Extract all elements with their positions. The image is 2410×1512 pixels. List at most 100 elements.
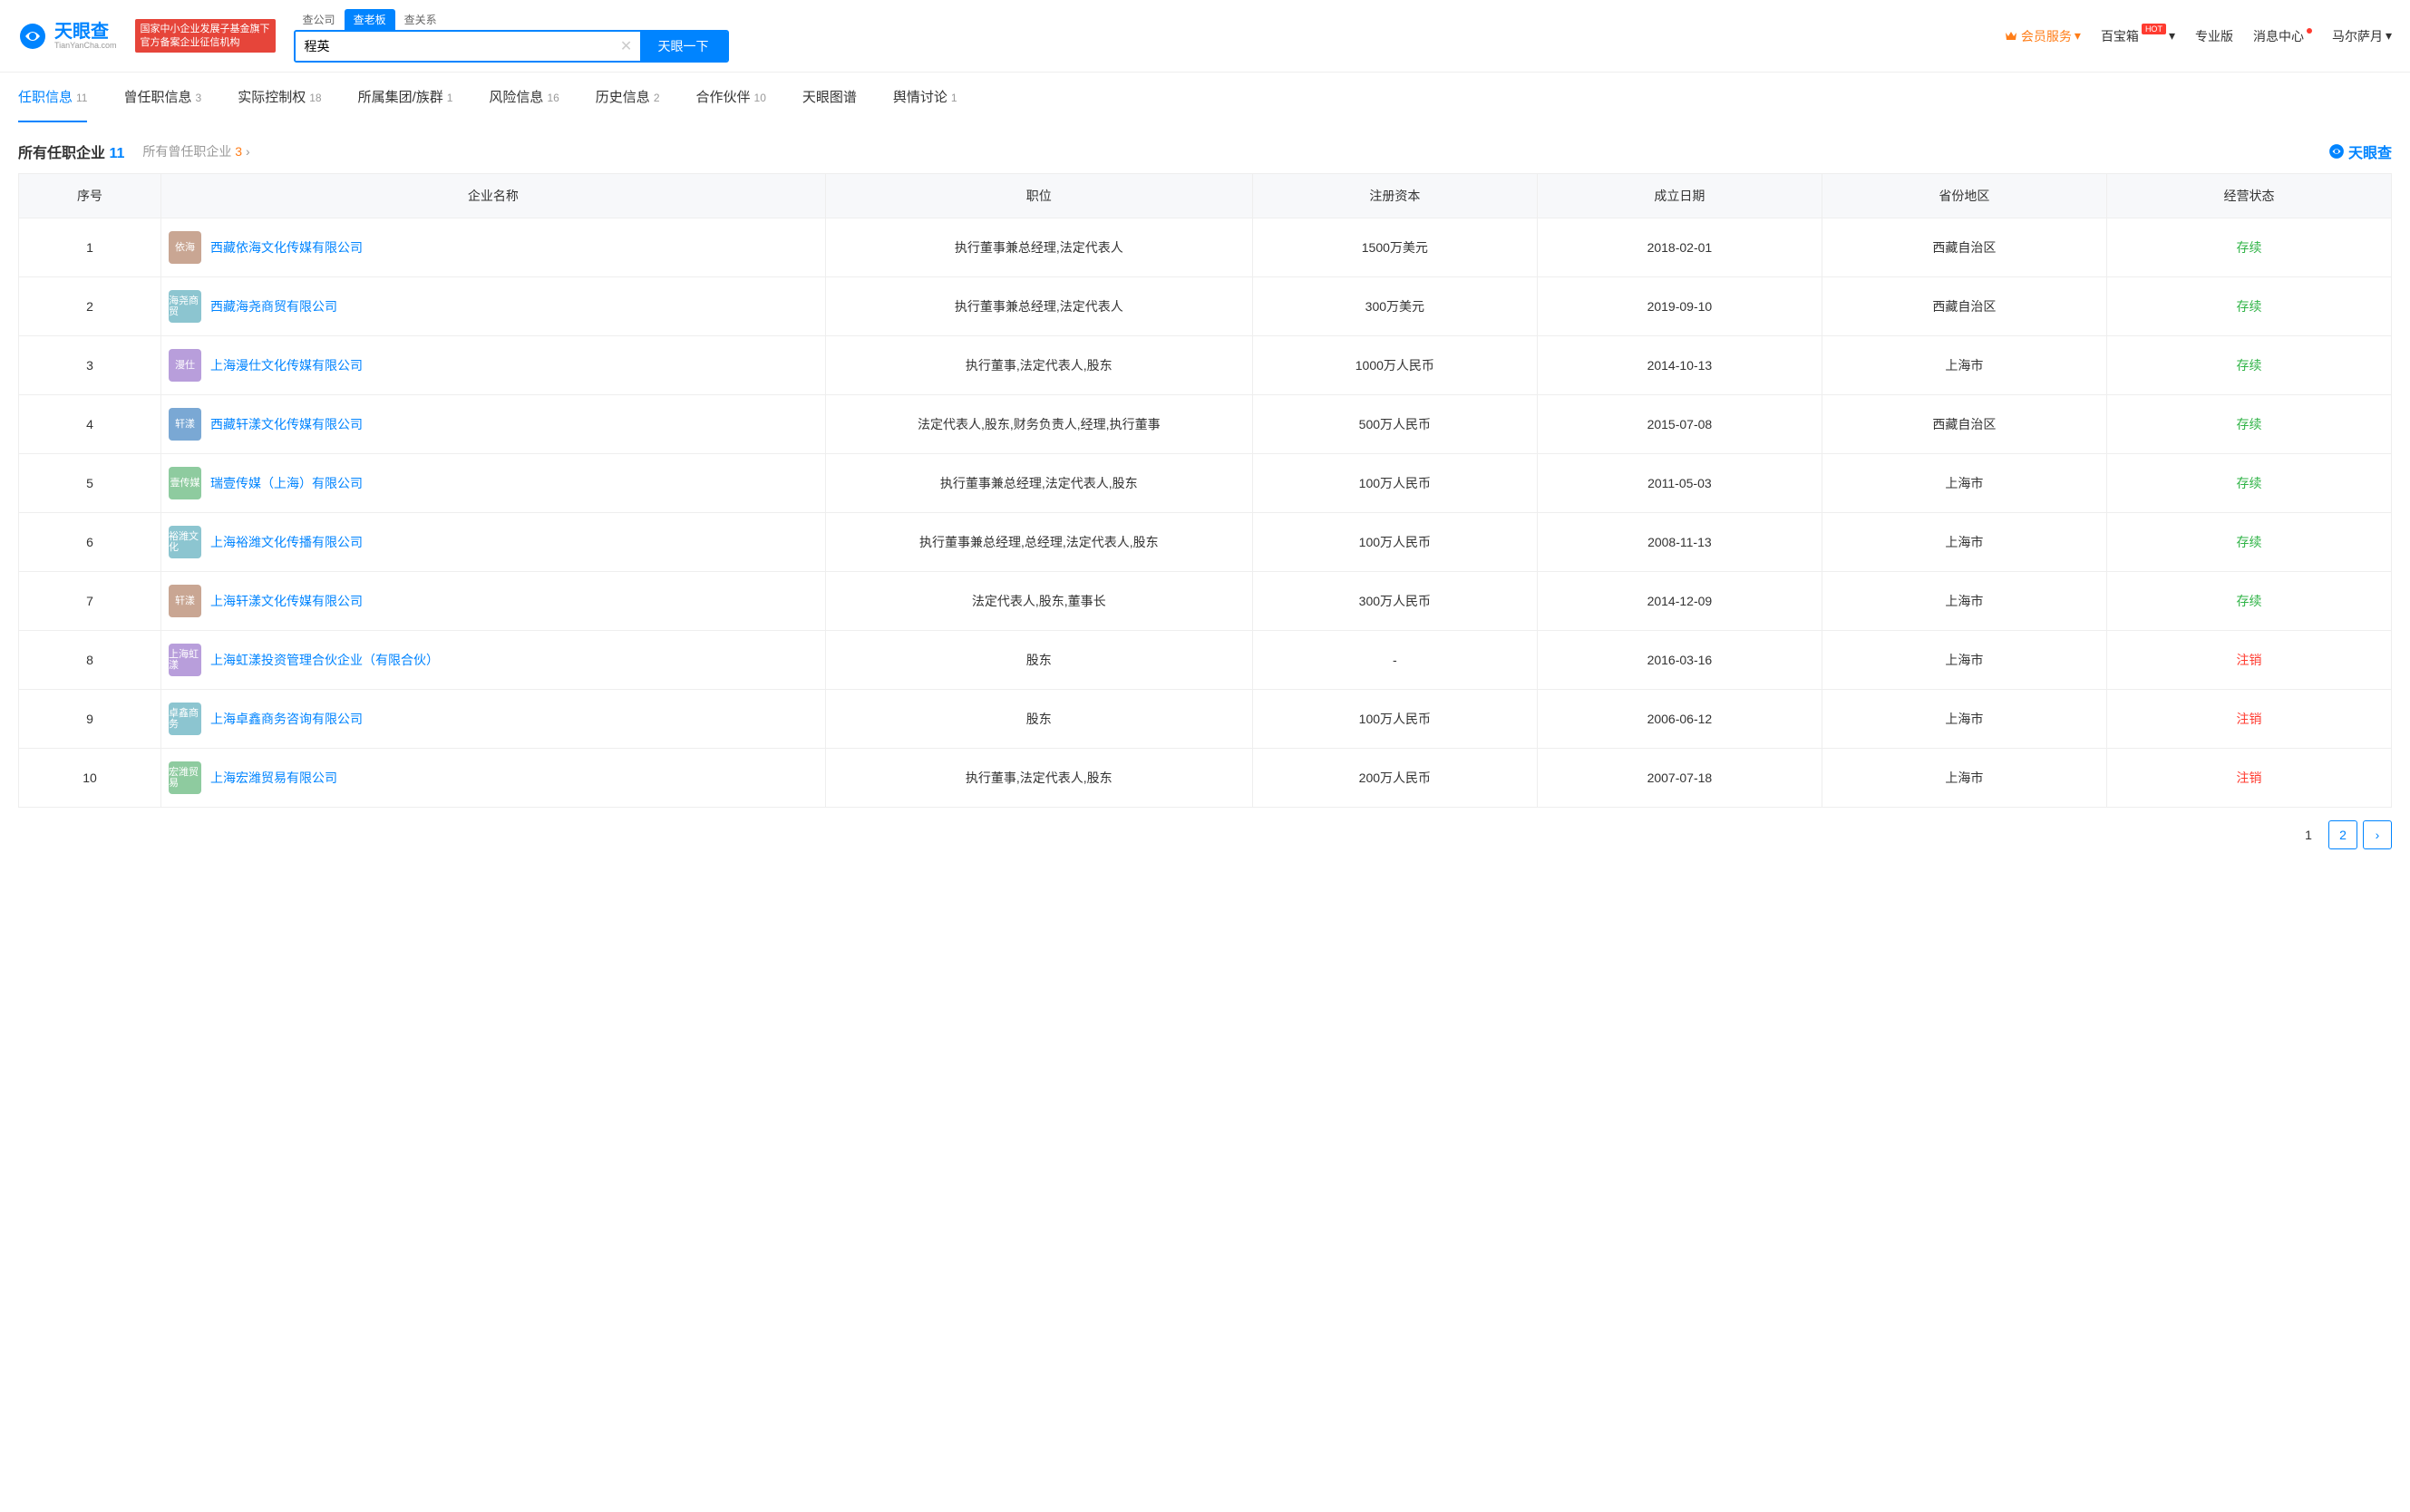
cell-index: 9 [19, 690, 161, 749]
tab-item[interactable]: 天眼图谱 [802, 73, 857, 122]
tab-item[interactable]: 风险信息16 [489, 73, 559, 122]
tab-label: 合作伙伴 [696, 87, 751, 106]
section-sub-link[interactable]: 所有曾任职企业 3 › [142, 142, 249, 160]
cell-position: 执行董事兼总经理,总经理,法定代表人,股东 [825, 513, 1252, 572]
cell-capital: 100万人民币 [1252, 513, 1537, 572]
search-button[interactable]: 天眼一下 [640, 32, 727, 61]
page-button[interactable]: 1 [2294, 820, 2323, 849]
cell-capital: 300万美元 [1252, 277, 1537, 336]
company-logo: 上海虹漾 [169, 644, 201, 676]
table-row: 7轩漾上海轩漾文化传媒有限公司法定代表人,股东,董事长300万人民币2014-1… [19, 572, 2392, 631]
cell-company: 上海虹漾上海虹漾投资管理合伙企业（有限合伙） [161, 631, 826, 690]
vip-link[interactable]: 会员服务▾ [2004, 27, 2081, 45]
cell-region: 上海市 [1822, 513, 2106, 572]
logo-icon [18, 22, 47, 51]
clear-icon[interactable]: ✕ [613, 32, 640, 61]
tab-item[interactable]: 曾任职信息3 [123, 73, 201, 122]
table-header-cell: 序号 [19, 174, 161, 218]
cell-position: 执行董事,法定代表人,股东 [825, 336, 1252, 395]
tab-label: 历史信息 [596, 87, 650, 106]
cell-capital: 100万人民币 [1252, 454, 1537, 513]
cell-capital: 1000万人民币 [1252, 336, 1537, 395]
company-name-link[interactable]: 西藏依海文化传媒有限公司 [210, 238, 363, 257]
page-button[interactable]: 2 [2328, 820, 2357, 849]
cell-position: 法定代表人,股东,财务负责人,经理,执行董事 [825, 395, 1252, 454]
logo-subtitle: TianYanCha.com [54, 41, 117, 50]
cell-status: 存续 [2106, 277, 2391, 336]
company-name-link[interactable]: 西藏轩漾文化传媒有限公司 [210, 415, 363, 433]
username-label: 马尔萨月 [2332, 27, 2383, 45]
tab-item[interactable]: 合作伙伴10 [696, 73, 766, 122]
cell-capital: 100万人民币 [1252, 690, 1537, 749]
section-sub-count: 3 [235, 144, 242, 159]
search-tab[interactable]: 查老板 [345, 9, 395, 30]
cell-position: 执行董事,法定代表人,股东 [825, 749, 1252, 808]
company-name-link[interactable]: 上海虹漾投资管理合伙企业（有限合伙） [210, 651, 439, 669]
cell-company: 海尧商贸西藏海尧商贸有限公司 [161, 277, 826, 336]
section-header: 所有任职企业 11 所有曾任职企业 3 › 天眼查 [18, 141, 2392, 162]
msg-link[interactable]: 消息中心 [2253, 27, 2312, 45]
tab-item[interactable]: 舆情讨论1 [893, 73, 957, 122]
main-content: 所有任职企业 11 所有曾任职企业 3 › 天眼查 序号企业名称职位注册资本成立… [0, 122, 2410, 867]
cell-status: 存续 [2106, 395, 2391, 454]
tab-item[interactable]: 实际控制权18 [238, 73, 321, 122]
cell-index: 3 [19, 336, 161, 395]
table-row: 5壹传媒瑞壹传媒（上海）有限公司执行董事兼总经理,法定代表人,股东100万人民币… [19, 454, 2392, 513]
tab-label: 任职信息 [18, 87, 73, 106]
search-input[interactable] [296, 32, 613, 61]
cell-region: 西藏自治区 [1822, 395, 2106, 454]
chevron-right-icon: › [2376, 828, 2380, 842]
company-name-link[interactable]: 瑞壹传媒（上海）有限公司 [210, 474, 363, 492]
table-header-cell: 职位 [825, 174, 1252, 218]
cell-date: 2018-02-01 [1537, 218, 1822, 277]
table-row: 9卓鑫商务上海卓鑫商务咨询有限公司股东100万人民币2006-06-12上海市注… [19, 690, 2392, 749]
pro-link[interactable]: 专业版 [2195, 27, 2233, 45]
search-tab[interactable]: 查关系 [395, 9, 446, 30]
pagination: 12 › [18, 820, 2392, 849]
cell-capital: 500万人民币 [1252, 395, 1537, 454]
cell-position: 执行董事兼总经理,法定代表人 [825, 218, 1252, 277]
table-header-cell: 经营状态 [2106, 174, 2391, 218]
search-tab[interactable]: 查公司 [294, 9, 345, 30]
company-name-link[interactable]: 上海漫仕文化传媒有限公司 [210, 356, 363, 374]
tab-label: 天眼图谱 [802, 87, 857, 106]
company-name-link[interactable]: 上海卓鑫商务咨询有限公司 [210, 710, 363, 728]
cell-date: 2014-12-09 [1537, 572, 1822, 631]
vip-label: 会员服务 [2021, 27, 2072, 45]
cell-company: 轩漾西藏轩漾文化传媒有限公司 [161, 395, 826, 454]
header-nav: 会员服务▾ 百宝箱HOT▾ 专业版 消息中心 马尔萨月▾ [2004, 27, 2392, 45]
cell-company: 轩漾上海轩漾文化传媒有限公司 [161, 572, 826, 631]
logo[interactable]: 天眼查 TianYanCha.com [18, 22, 117, 51]
section-title: 所有任职企业 11 [18, 141, 124, 162]
table-row: 3漫仕上海漫仕文化传媒有限公司执行董事,法定代表人,股东1000万人民币2014… [19, 336, 2392, 395]
cell-status: 注销 [2106, 631, 2391, 690]
logo-title: 天眼查 [54, 23, 117, 41]
company-name-link[interactable]: 西藏海尧商贸有限公司 [210, 297, 337, 315]
notification-dot [2307, 28, 2312, 34]
cell-company: 壹传媒瑞壹传媒（上海）有限公司 [161, 454, 826, 513]
watermark-icon [2328, 143, 2345, 160]
company-logo: 轩漾 [169, 408, 201, 441]
cell-status: 存续 [2106, 336, 2391, 395]
section-sub-text: 所有曾任职企业 [142, 144, 231, 159]
cell-date: 2014-10-13 [1537, 336, 1822, 395]
msg-label: 消息中心 [2253, 27, 2304, 45]
hot-badge: HOT [2142, 24, 2166, 34]
company-name-link[interactable]: 上海宏潍贸易有限公司 [210, 769, 337, 787]
cell-region: 上海市 [1822, 336, 2106, 395]
baibao-link[interactable]: 百宝箱HOT▾ [2101, 27, 2175, 45]
tab-item[interactable]: 历史信息2 [596, 73, 660, 122]
company-name-link[interactable]: 上海轩漾文化传媒有限公司 [210, 592, 363, 610]
company-logo: 轩漾 [169, 585, 201, 617]
next-page-button[interactable]: › [2363, 820, 2392, 849]
company-name-link[interactable]: 上海裕潍文化传播有限公司 [210, 533, 363, 551]
cell-index: 4 [19, 395, 161, 454]
tab-label: 实际控制权 [238, 87, 306, 106]
tab-item[interactable]: 任职信息11 [18, 73, 87, 122]
user-menu[interactable]: 马尔萨月▾ [2332, 27, 2392, 45]
cell-region: 上海市 [1822, 572, 2106, 631]
tab-item[interactable]: 所属集团/族群1 [358, 73, 453, 122]
watermark-text: 天眼查 [2348, 141, 2392, 162]
cell-date: 2007-07-18 [1537, 749, 1822, 808]
badge-line2: 官方备案企业征信机构 [141, 36, 270, 49]
